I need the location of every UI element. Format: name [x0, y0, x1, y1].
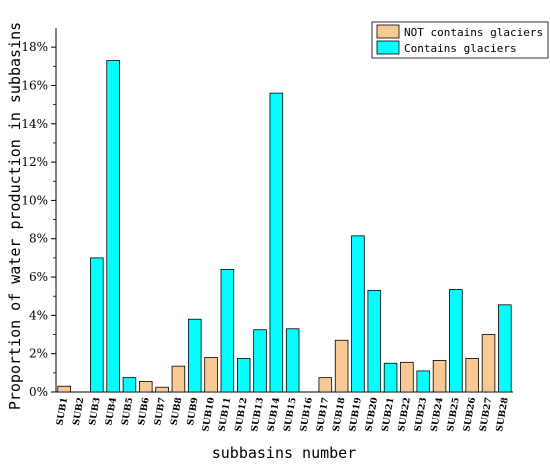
x-tick-label: SUB7 — [153, 397, 168, 427]
x-tick-label: SUB22 — [397, 397, 413, 433]
x-tick-label: SUB25 — [446, 397, 462, 433]
bar-sub18-series-0 — [334, 339, 349, 393]
x-tick-label: SUB10 — [201, 397, 217, 433]
bar-sub8-series-0 — [171, 365, 186, 393]
x-tick-label: SUB20 — [364, 397, 380, 433]
x-tick-label: SUB6 — [137, 397, 152, 427]
bar-sub17-series-0 — [318, 377, 333, 393]
x-tick-label: SUB23 — [413, 397, 429, 433]
bar-sub19-series-1 — [351, 235, 365, 393]
bar-sub6-series-0 — [138, 381, 153, 393]
y-tick-label: 16% — [21, 78, 48, 92]
bar-sub3-series-1 — [90, 257, 104, 393]
bar-sub10-series-0 — [204, 357, 218, 393]
x-tick-label: SUB19 — [348, 397, 364, 433]
y-tick-label: 2% — [29, 347, 48, 361]
legend-label-glaciers: Contains glaciers — [404, 42, 517, 55]
bar-sub20-series-1 — [367, 290, 382, 393]
bar-sub27-series-0 — [481, 334, 496, 393]
legend: NOT contains glaciers Contains glaciers — [371, 21, 549, 59]
x-tick-label: SUB27 — [479, 397, 495, 433]
bar-sub4-series-1 — [106, 60, 120, 393]
x-tick-label: SUB15 — [283, 397, 299, 433]
x-tick-label: SUB17 — [315, 397, 331, 433]
bar-sub1-series-0 — [57, 385, 71, 393]
bar-sub22-series-0 — [400, 361, 414, 393]
x-tick-label: SUB24 — [430, 397, 446, 433]
x-tick-label: SUB11 — [217, 397, 233, 433]
x-tick-label: SUB28 — [495, 397, 511, 433]
bar-sub13-series-1 — [253, 329, 267, 393]
x-tick-label: SUB12 — [234, 397, 250, 433]
labels-layer: 0%2%4%6%8%10%12%14%16%18%SUB1 SUB2 SUB3 SUB… — [21, 40, 510, 432]
x-axis-title: subbasins number — [212, 444, 357, 462]
x-tick-label: SUB4 — [104, 397, 119, 427]
x-tick-label: SUB8 — [170, 397, 185, 427]
bars-layer — [57, 60, 512, 393]
y-tick-label: 12% — [21, 155, 48, 169]
bar-sub12-series-1 — [236, 358, 251, 393]
bar-sub11-series-1 — [220, 268, 235, 393]
x-tick-label: SUB21 — [381, 397, 397, 433]
bar-sub25-series-1 — [449, 289, 463, 393]
legend-label-not-glaciers: NOT contains glaciers — [404, 26, 543, 39]
legend-swatch-glaciers — [376, 40, 400, 55]
y-axis-title: Proportion of water production in subbas… — [6, 22, 24, 410]
x-tick-label: SUB5 — [121, 397, 136, 427]
x-tick-label: SUB13 — [250, 397, 266, 433]
bar-sub24-series-0 — [432, 359, 447, 393]
bar-sub23-series-1 — [416, 370, 430, 393]
bar-sub5-series-1 — [122, 377, 137, 393]
bar-sub26-series-0 — [465, 358, 479, 393]
y-tick-label: 10% — [21, 193, 48, 207]
y-tick-label: 4% — [29, 308, 48, 322]
bar-sub15-series-1 — [285, 328, 300, 393]
y-tick-label: 8% — [29, 232, 48, 246]
bar-sub9-series-1 — [187, 318, 202, 393]
bar-sub14-series-1 — [269, 92, 284, 393]
legend-swatch-not-glaciers — [376, 24, 400, 39]
x-tick-label: SUB9 — [186, 397, 201, 427]
x-tick-label: SUB1 — [55, 397, 70, 427]
bar-sub7-series-0 — [155, 386, 169, 393]
y-tick-label: 14% — [21, 117, 48, 131]
bar-sub21-series-1 — [383, 362, 398, 393]
y-tick-label: 6% — [29, 270, 48, 284]
legend-box — [371, 21, 549, 59]
x-tick-label: SUB16 — [299, 397, 315, 433]
x-tick-label: SUB18 — [332, 397, 348, 433]
y-tick-label: 18% — [21, 40, 48, 54]
x-tick-label: SUB26 — [462, 397, 478, 433]
bar-sub28-series-1 — [498, 304, 512, 393]
x-tick-label: SUB3 — [88, 397, 103, 427]
x-tick-label: SUB2 — [72, 397, 87, 427]
x-tick-label: SUB14 — [266, 397, 282, 433]
y-tick-label: 0% — [29, 385, 48, 399]
